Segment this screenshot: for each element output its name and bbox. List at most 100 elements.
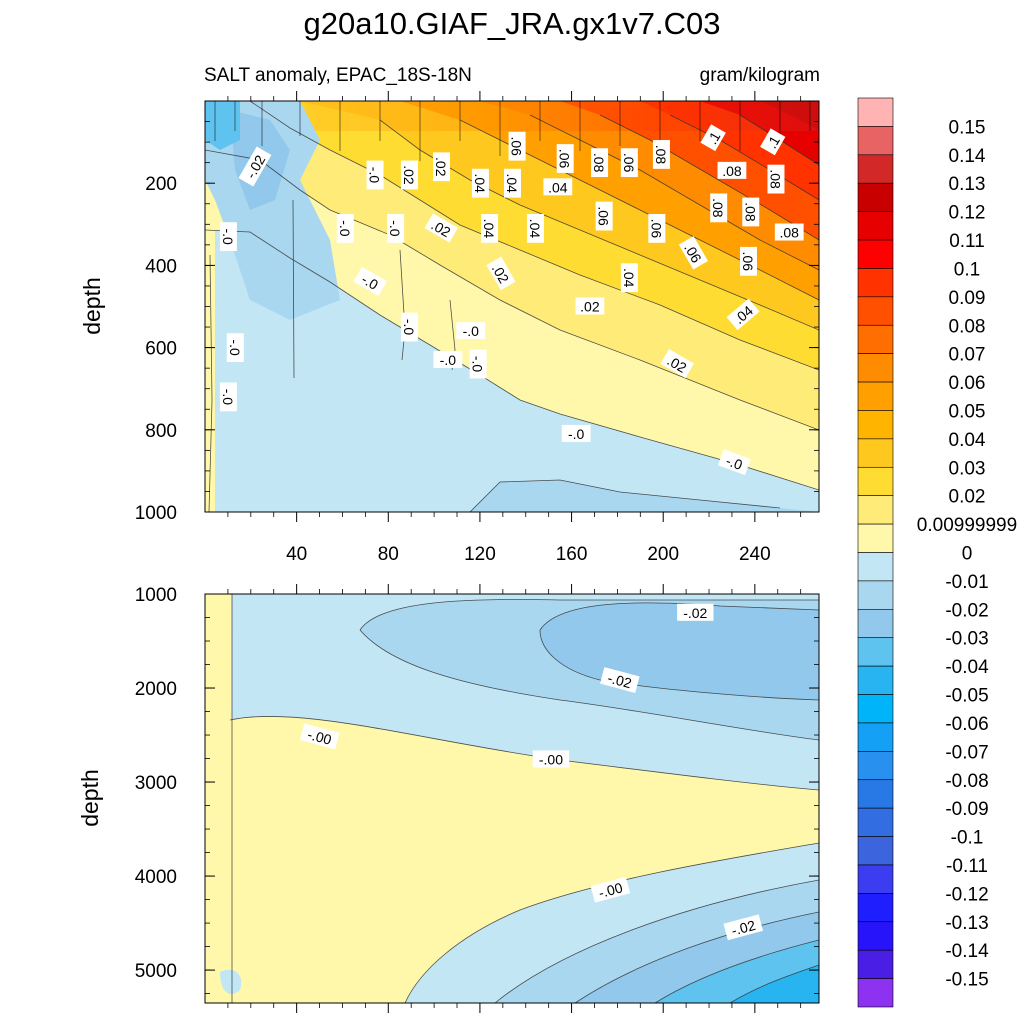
colorbar-swatch <box>857 268 894 298</box>
contour-label: -.0 <box>366 160 384 190</box>
contour-label-box <box>620 148 638 178</box>
colorbar-swatch <box>857 722 894 752</box>
contour-label-box <box>353 266 387 296</box>
contour-label-box <box>717 449 751 476</box>
contour-label-text: .06 <box>621 153 637 173</box>
colorbar-label: 0.11 <box>949 231 985 252</box>
colorbar-label: -0.02 <box>945 600 988 621</box>
colorbar-label: 0.13 <box>949 174 986 195</box>
contour-label-text: .08 <box>779 225 799 241</box>
contour-label: -.02 <box>677 603 714 621</box>
ytick-label: 400 <box>145 256 177 277</box>
xtick-label: 120 <box>464 544 496 565</box>
xtick-label: 200 <box>647 544 679 565</box>
contour-label-box <box>532 750 570 768</box>
lower-contour-fill <box>205 594 819 1003</box>
contour-label: .06 <box>556 144 574 173</box>
contour-label-text: .08 <box>722 163 742 179</box>
contour-label: .08 <box>591 148 609 178</box>
colorbar-label: 0.03 <box>949 458 986 479</box>
colorbar-swatch <box>857 466 894 496</box>
colorbar-swatch <box>857 580 894 610</box>
contour-label-text: -.00 <box>597 879 625 901</box>
contour-label-box <box>760 128 786 156</box>
contour-label-box <box>660 349 694 379</box>
contour-label-text: -.02 <box>683 605 707 621</box>
contour-label-box <box>486 256 516 291</box>
upper-contour-fill <box>205 101 819 512</box>
contour-label-box <box>575 297 605 315</box>
colorbar-label: -0.13 <box>945 913 988 934</box>
contour-label-box <box>556 144 574 173</box>
contour-label: .04 <box>471 168 489 198</box>
xtick-label: 40 <box>286 544 307 565</box>
contour-label-box <box>471 168 489 198</box>
ytick-label: 600 <box>145 339 177 360</box>
contour-label-text: .06 <box>596 206 612 226</box>
contour-label-text: -.0 <box>367 167 383 184</box>
contour-label-text: .08 <box>742 202 758 222</box>
contour-label-text: -.0 <box>359 271 381 293</box>
contour-label-box <box>677 603 714 621</box>
contour-label: .02 <box>400 160 418 190</box>
colorbar-label: -0.14 <box>945 941 989 962</box>
contour-label-text: .02 <box>580 299 600 315</box>
contour-label: .08 <box>774 223 804 241</box>
contour-label-text: .02 <box>433 157 449 177</box>
colorbar-label: -0.1 <box>951 828 984 849</box>
contour-label-text: .04 <box>527 219 543 239</box>
contour-label-text: -.0 <box>724 452 745 473</box>
contour-label: -.00 <box>590 876 631 903</box>
contour-label: -.0 <box>219 382 237 412</box>
contour-label-box <box>600 667 640 693</box>
colorbar-label: 0.04 <box>949 430 986 451</box>
colorbar-label: 0 <box>962 544 973 565</box>
contour-label: -.0 <box>433 350 463 368</box>
upper-panel: -.02 -.0.02.02.04.04.06.04.06.08.06.08.1.… <box>79 91 820 565</box>
contour-label-box <box>726 298 760 331</box>
colorbar-label: 0.06 <box>949 373 986 394</box>
colorbar-label: 0.00999999 <box>917 515 1017 536</box>
contour-label: .06 <box>648 214 666 243</box>
contour-label-text: -.00 <box>539 751 563 767</box>
colorbar-swatch <box>857 949 894 979</box>
ytick-label: 800 <box>145 421 177 442</box>
lower-ylabel: depth <box>77 769 103 827</box>
colorbar-swatch <box>857 523 894 553</box>
xtick-label: 80 <box>378 544 399 565</box>
ytick-label: 200 <box>145 174 177 195</box>
contour-label: -.00 <box>299 723 340 750</box>
contour-label-box <box>219 222 237 252</box>
contour-label: .04 <box>504 168 521 198</box>
contour-label-text: .06 <box>740 252 756 272</box>
ytick-label: 1000 <box>135 585 177 606</box>
contour-label-text: -.0 <box>387 220 403 237</box>
contour-label: -.0 <box>336 214 354 243</box>
contour-label-box <box>366 160 384 190</box>
contour-label-text: .08 <box>710 198 726 218</box>
contour-label-box <box>648 214 666 243</box>
contour-label-text: -.02 <box>606 670 634 692</box>
contour-label: -.0 <box>387 214 405 243</box>
colorbar-swatch <box>857 353 894 383</box>
contour-label-box <box>591 148 609 178</box>
contour-label-box <box>717 161 747 179</box>
contour-label: .08 <box>767 164 785 194</box>
contour-label-box <box>456 322 486 340</box>
contour-label: .06 <box>595 201 613 231</box>
contour-label: -.0 <box>400 312 418 342</box>
contour-label-box <box>774 223 804 241</box>
contour-label-text: .06 <box>648 219 664 239</box>
colorbar-swatch <box>857 126 894 156</box>
contour-label-text: .04 <box>481 219 497 239</box>
colorbar-swatch <box>857 211 894 241</box>
colorbar-label: -0.08 <box>945 771 988 792</box>
lower-axes: 1000 2000 3000 4000 5000 <box>135 584 819 1013</box>
contour-label: -.0 <box>469 349 487 379</box>
colorbar-swatch <box>857 182 894 212</box>
contour-label: .06 <box>620 148 638 178</box>
contour-label-text: .04 <box>472 173 488 193</box>
contour-label-box <box>561 424 591 442</box>
contour-label-text: .04 <box>548 179 568 195</box>
colorbar-label: 0.12 <box>949 203 986 224</box>
